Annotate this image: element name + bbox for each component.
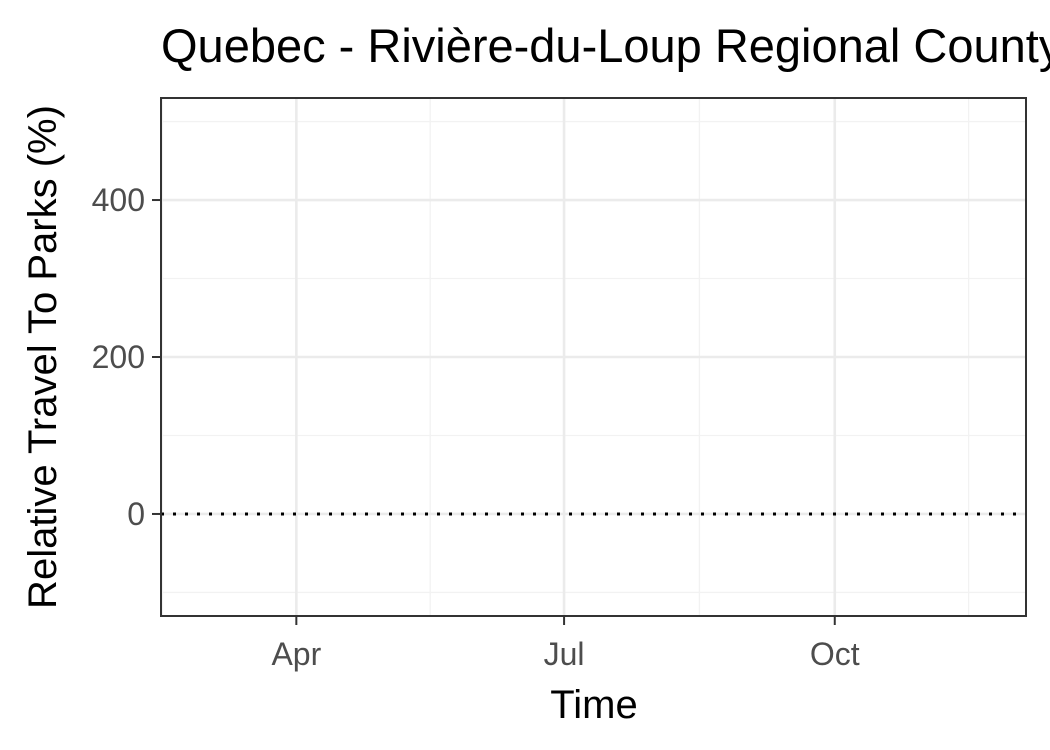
y-tick-label: 400	[92, 182, 145, 218]
x-axis: Apr Jul Oct	[271, 616, 860, 672]
x-tick-label: Oct	[810, 636, 860, 672]
y-axis-title: Relative Travel To Parks (%)	[21, 105, 65, 609]
plot-panel	[160, 97, 1027, 617]
x-axis-title: Time	[550, 683, 637, 727]
y-tick-label: 0	[127, 496, 145, 532]
y-tick-label: 200	[92, 339, 145, 375]
y-axis: 0 200 400	[92, 182, 161, 532]
x-tick-label: Jul	[544, 636, 585, 672]
chart-title: Quebec - Rivière-du-Loup Regional County…	[161, 19, 1050, 72]
minor-gridlines	[161, 98, 1026, 616]
x-tick-label: Apr	[271, 636, 321, 672]
major-gridlines	[161, 98, 1026, 616]
